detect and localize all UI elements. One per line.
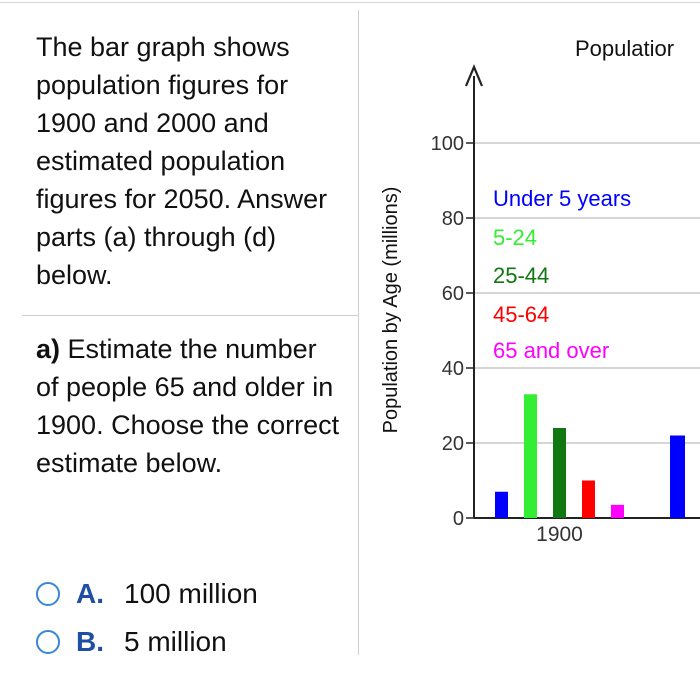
- x-category-label: 1900: [536, 523, 583, 546]
- legend-entry: 5-24: [493, 225, 537, 250]
- bar-chart: Populatior Population by Age (millions) …: [380, 36, 700, 546]
- top-rule: [0, 2, 700, 3]
- bar-partial-next-group: [670, 435, 685, 518]
- option-text: 5 million: [124, 626, 227, 657]
- question-a: a) Estimate the number of people 65 and …: [36, 330, 346, 482]
- option-a[interactable]: A. 100 million: [36, 574, 258, 614]
- question-label: a): [36, 334, 61, 364]
- radio-icon[interactable]: [36, 582, 60, 606]
- bar-layer: [495, 394, 685, 518]
- panel-divider: [358, 10, 359, 655]
- y-tick-label: 100: [431, 133, 464, 155]
- chart-title: Populatior: [575, 36, 674, 61]
- legend-layer: Under 5 years 5-24 25-44 45-64 65 and over: [493, 186, 631, 363]
- y-tick-label: 60: [442, 283, 464, 305]
- up-arrow-icon: [464, 64, 484, 87]
- y-tick-label: 20: [442, 433, 464, 455]
- legend-entry: 25-44: [493, 263, 549, 288]
- legend-entry: Under 5 years: [493, 186, 631, 211]
- y-axis-label: Population by Age (millions): [380, 187, 402, 434]
- legend-entry: 65 and over: [493, 338, 609, 363]
- question-text: Estimate the number of people 65 and old…: [36, 334, 340, 478]
- bar-25-44: [553, 428, 566, 518]
- bar-65-and-over: [611, 504, 624, 518]
- option-b[interactable]: B. 5 million: [36, 622, 227, 662]
- option-text: 100 million: [124, 578, 258, 609]
- chart-panel: Populatior Population by Age (millions) …: [359, 0, 700, 684]
- option-letter: A.: [76, 578, 104, 609]
- section-divider: [22, 315, 358, 316]
- option-letter: B.: [76, 626, 104, 657]
- legend-entry: 45-64: [493, 302, 549, 327]
- grid-layer: [474, 142, 700, 444]
- radio-icon[interactable]: [36, 630, 60, 654]
- y-tick-label: 40: [442, 358, 464, 380]
- bar-under-5-years: [495, 491, 508, 518]
- bar-45-64: [582, 480, 595, 518]
- problem-prompt: The bar graph shows population figures f…: [36, 32, 328, 290]
- y-tick-label: 0: [453, 508, 464, 530]
- y-tick-label: 80: [442, 208, 464, 230]
- question-panel: The bar graph shows population figures f…: [22, 32, 358, 662]
- bar-5-24: [524, 394, 537, 518]
